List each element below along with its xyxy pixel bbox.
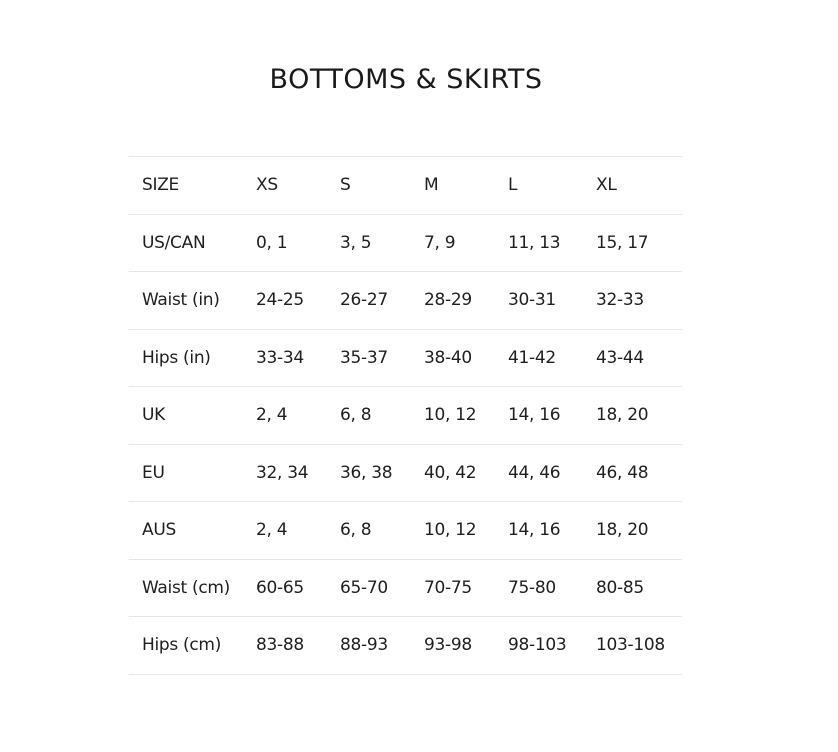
table-row: US/CAN 0, 1 3, 5 7, 9 11, 13 15, 17 [129,213,682,272]
table-cell: 43-44 [583,328,682,387]
table-cell: 93-98 [411,616,495,675]
table-cell: 32, 34 [243,443,327,502]
table-cell: 80-85 [583,558,682,617]
table-cell: 46, 48 [583,443,682,502]
table-cell: 0, 1 [243,213,327,272]
table-cell: 33-34 [243,328,327,387]
table-cell: 75-80 [495,558,583,617]
table-cell: 30-31 [495,271,583,330]
table-cell: S [327,156,411,215]
table-cell: 11, 13 [495,213,583,272]
row-label: UK [129,386,243,445]
table-cell: L [495,156,583,215]
row-label: AUS [129,501,243,560]
table-row: EU 32, 34 36, 38 40, 42 44, 46 46, 48 [129,443,682,502]
table-cell: 70-75 [411,558,495,617]
table-cell: M [411,156,495,215]
table-cell: 2, 4 [243,501,327,560]
table-cell: 14, 16 [495,501,583,560]
header-row: SIZE XS S M L XL [129,156,682,215]
table-cell: 98-103 [495,616,583,675]
table-row: Waist (in) 24-25 26-27 28-29 30-31 32-33 [129,271,682,330]
row-label: Hips (in) [129,328,243,387]
row-label: EU [129,443,243,502]
table-cell: 83-88 [243,616,327,675]
table-cell: XS [243,156,327,215]
table-cell: 41-42 [495,328,583,387]
table-cell: 88-93 [327,616,411,675]
table-cell: 60-65 [243,558,327,617]
table-row: UK 2, 4 6, 8 10, 12 14, 16 18, 20 [129,386,682,445]
table-cell: 2, 4 [243,386,327,445]
table-cell: 6, 8 [327,386,411,445]
page-title: BOTTOMS & SKIRTS [269,64,543,95]
row-label: US/CAN [129,213,243,272]
row-label: Waist (cm) [129,558,243,617]
size-chart-table: SIZE XS S M L XL US/CAN 0, 1 3, 5 7, 9 11, 13 15, 1… [129,156,682,675]
table-cell: 6, 8 [327,501,411,560]
row-label: SIZE [129,156,243,215]
row-label: Hips (cm) [129,616,243,675]
table-cell: 38-40 [411,328,495,387]
table-cell: 14, 16 [495,386,583,445]
row-label: Waist (in) [129,271,243,330]
table-row: Hips (cm) 83-88 88-93 93-98 98-103 103-108 [129,616,682,675]
table-row: Hips (in) 33-34 35-37 38-40 41-42 43-44 [129,328,682,387]
table-cell: 10, 12 [411,501,495,560]
table-cell: 65-70 [327,558,411,617]
table-cell: 35-37 [327,328,411,387]
table-cell: XL [583,156,682,215]
table-cell: 10, 12 [411,386,495,445]
table-cell: 15, 17 [583,213,682,272]
table-cell: 40, 42 [411,443,495,502]
table-cell: 103-108 [583,616,682,675]
table-cell: 36, 38 [327,443,411,502]
table-cell: 32-33 [583,271,682,330]
table-cell: 28-29 [411,271,495,330]
table-cell: 18, 20 [583,501,682,560]
table-row: AUS 2, 4 6, 8 10, 12 14, 16 18, 20 [129,501,682,560]
table-cell: 3, 5 [327,213,411,272]
table-cell: 44, 46 [495,443,583,502]
table-cell: 24-25 [243,271,327,330]
table-cell: 7, 9 [411,213,495,272]
table-cell: 26-27 [327,271,411,330]
table-cell: 18, 20 [583,386,682,445]
table-row: Waist (cm) 60-65 65-70 70-75 75-80 80-85 [129,558,682,617]
